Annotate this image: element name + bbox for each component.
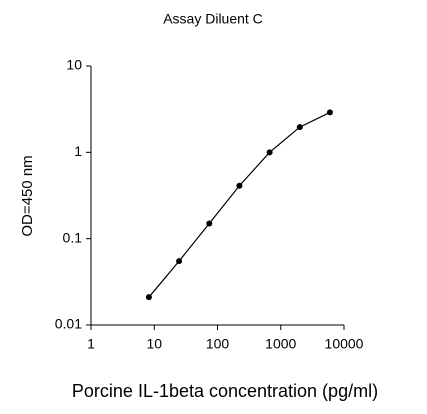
y-axis-label: OD=450 nm: [19, 155, 36, 236]
y-tick-label: 0.1: [63, 229, 83, 245]
data-point: [206, 220, 213, 227]
y-tick-label: 0.01: [55, 316, 82, 332]
y-tick-label: 1: [74, 143, 82, 159]
x-tick-label: 100: [206, 336, 230, 352]
x-axis-label: Porcine IL-1beta concentration (pg/ml): [72, 381, 378, 401]
chart-title: Assay Diluent C: [163, 11, 263, 27]
data-point: [236, 182, 243, 189]
y-tick-label: 10: [66, 57, 82, 73]
data-point: [326, 109, 333, 116]
data-point: [145, 294, 152, 301]
data-point: [296, 124, 303, 131]
data-point: [266, 149, 273, 156]
x-tick-label: 10: [146, 336, 162, 352]
x-tick-label: 10000: [325, 336, 364, 352]
data-point: [176, 258, 183, 265]
x-tick-label: 1000: [265, 336, 296, 352]
x-tick-label: 1: [87, 336, 95, 352]
series-line: [148, 111, 331, 298]
